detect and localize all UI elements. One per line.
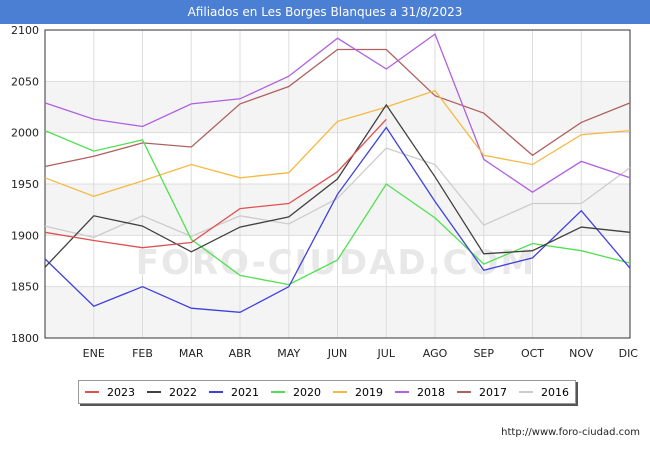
legend-item-2023: 2023: [85, 386, 135, 399]
legend-swatch: [271, 391, 285, 393]
y-tick-label: 1950: [11, 178, 39, 191]
legend-label: 2023: [107, 385, 135, 399]
chart-title: Afiliados en Les Borges Blanques a 31/8/…: [0, 0, 650, 24]
legend-label: 2020: [293, 385, 321, 399]
legend-swatch: [147, 391, 161, 393]
series-line-2021: [44, 126, 631, 313]
x-tick-label: DIC: [619, 347, 639, 360]
legend-swatch: [519, 391, 533, 393]
series-line-2017: [44, 48, 631, 168]
legend-label: 2021: [231, 385, 259, 399]
x-tick-label: ENE: [83, 347, 105, 360]
legend-item-2016: 2016: [519, 386, 569, 399]
x-tick-label: JUN: [327, 347, 348, 360]
legend-item-2018: 2018: [395, 386, 445, 399]
legend-swatch: [85, 391, 99, 393]
legend-swatch: [209, 391, 223, 393]
y-tick-label: 2100: [11, 24, 39, 37]
x-tick-label: MAR: [179, 347, 204, 360]
x-tick-label: ABR: [229, 347, 252, 360]
legend-label: 2018: [417, 385, 445, 399]
series-line-2023: [44, 118, 387, 249]
series-line-2022: [44, 103, 631, 268]
legend-item-2022: 2022: [147, 386, 197, 399]
y-tick-label: 1850: [11, 281, 39, 294]
series-line-2016: [44, 147, 631, 239]
x-tick-label: FEB: [132, 347, 153, 360]
legend-item-2021: 2021: [209, 386, 259, 399]
legend-item-2017: 2017: [457, 386, 507, 399]
line-chart: FORO-CIUDAD.COM 180018501900195020002050…: [11, 24, 639, 360]
legend: 2023 2022 2021 2020 2019 2018 2017 2016: [78, 380, 576, 404]
y-tick-label: 1800: [11, 332, 39, 345]
legend-swatch: [395, 391, 409, 393]
series-line-2018: [44, 33, 631, 193]
x-tick-label: OCT: [521, 347, 544, 360]
series-line-2019: [44, 89, 631, 197]
x-tick-label: SEP: [473, 347, 494, 360]
x-tick-label: MAY: [277, 347, 300, 360]
legend-item-2020: 2020: [271, 386, 321, 399]
x-tick-label: JUL: [377, 347, 396, 360]
legend-item-2019: 2019: [333, 386, 383, 399]
x-tick-label: NOV: [569, 347, 594, 360]
y-tick-label: 1900: [11, 229, 39, 242]
series-line-2020: [44, 130, 631, 286]
legend-label: 2016: [541, 385, 569, 399]
legend-swatch: [457, 391, 471, 393]
legend-label: 2017: [479, 385, 507, 399]
legend-label: 2022: [169, 385, 197, 399]
legend-swatch: [333, 391, 347, 393]
y-tick-label: 2000: [11, 127, 39, 140]
source-footer: http://www.foro-ciudad.com: [501, 427, 640, 438]
legend-label: 2019: [355, 385, 383, 399]
y-tick-label: 2050: [11, 75, 39, 88]
x-tick-label: AGO: [423, 347, 448, 360]
